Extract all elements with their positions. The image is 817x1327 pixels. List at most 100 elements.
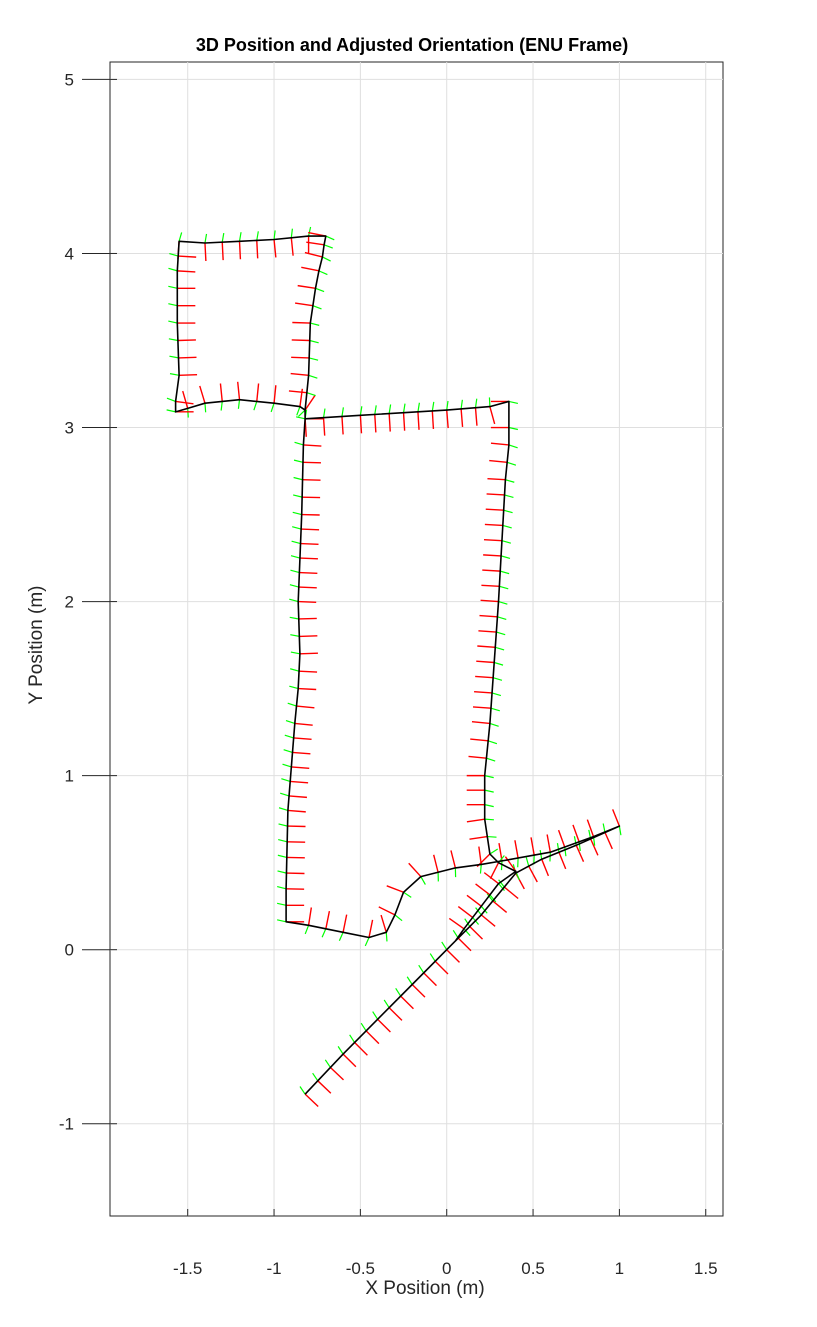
heading-marker [300, 542, 319, 545]
lateral-marker [463, 928, 471, 937]
heading-marker [492, 900, 508, 913]
lateral-marker [292, 511, 302, 516]
lateral-marker [385, 932, 388, 942]
lateral-marker [289, 584, 299, 588]
lateral-marker [501, 540, 512, 544]
heading-marker [476, 660, 495, 664]
axis-ticks: -1.5 -1 -0.5 0 0.5 1 1.5 -1 0 1 2 3 4 5 [59, 70, 718, 1278]
lateral-marker [291, 540, 301, 545]
lateral-marker [169, 373, 180, 376]
lateral-marker [278, 807, 289, 812]
heading-marker [612, 809, 621, 827]
heading-marker [480, 599, 499, 603]
lateral-marker [500, 555, 511, 559]
lateral-marker [293, 494, 303, 498]
lateral-marker [293, 459, 304, 463]
lateral-marker [486, 757, 496, 762]
lateral-marker [294, 441, 304, 446]
heading-marker [199, 385, 206, 404]
heading-marker [457, 906, 474, 919]
heading-marker [322, 417, 326, 436]
heading-marker [457, 937, 472, 952]
lateral-marker [280, 792, 290, 797]
heading-marker [448, 917, 465, 930]
lateral-marker [256, 231, 259, 241]
lateral-marker [321, 928, 327, 938]
lateral-marker [464, 918, 471, 927]
heading-marker [498, 843, 503, 862]
lateral-marker [277, 870, 287, 874]
heading-marker [408, 862, 422, 878]
lateral-marker [602, 823, 606, 833]
heading-marker [485, 508, 504, 511]
heading-marker [296, 705, 315, 709]
lateral-marker [204, 233, 208, 244]
heading-marker [477, 645, 496, 648]
heading-marker [478, 630, 497, 633]
heading-marker [604, 832, 613, 850]
lateral-marker [491, 692, 502, 697]
lateral-marker [276, 902, 287, 906]
heading-marker [299, 557, 318, 560]
x-tick-label: -1.5 [173, 1259, 202, 1278]
heading-marker [178, 356, 197, 359]
y-axis-label: Y Position (m) [26, 586, 47, 705]
heading-marker [541, 858, 550, 877]
heading-marker [298, 617, 317, 620]
lateral-marker [338, 932, 344, 941]
heading-marker [450, 850, 457, 869]
heading-marker [475, 675, 494, 679]
heading-marker [489, 459, 508, 464]
lateral-marker [277, 854, 287, 859]
heading-marker [299, 652, 318, 655]
lateral-marker [564, 846, 567, 857]
lateral-marker [270, 402, 275, 413]
lateral-marker [322, 408, 326, 418]
heading-marker [342, 914, 348, 933]
heading-marker [256, 383, 260, 402]
heading-marker [291, 339, 310, 342]
heading-marker [530, 837, 535, 856]
lateral-marker [429, 953, 436, 962]
heading-marker [306, 241, 325, 246]
lateral-marker [290, 569, 300, 574]
lateral-marker [489, 722, 499, 727]
lateral-marker [360, 1022, 367, 1032]
heading-marker [290, 780, 309, 784]
y-tick-label: 0 [65, 941, 74, 960]
lateral-marker [309, 339, 319, 344]
heading-marker [504, 856, 517, 872]
heading-marker [298, 600, 317, 603]
lateral-marker [337, 1046, 344, 1055]
lateral-marker [290, 634, 300, 637]
lateral-marker [364, 937, 370, 947]
heading-marker [341, 416, 344, 435]
lateral-marker [283, 749, 293, 754]
heading-marker [400, 995, 414, 1010]
heading-marker [221, 242, 224, 261]
lateral-marker [168, 320, 178, 324]
lateral-marker [498, 883, 505, 891]
lateral-marker [278, 823, 288, 827]
lateral-marker [276, 919, 287, 923]
lateral-marker [496, 631, 506, 636]
heading-marker [474, 407, 478, 426]
lateral-marker [500, 570, 510, 575]
lateral-marker [306, 392, 316, 397]
heading-marker [388, 1007, 403, 1021]
lateral-marker [287, 702, 297, 707]
lateral-marker [290, 555, 301, 559]
lateral-marker [166, 409, 176, 413]
lateral-marker [484, 804, 494, 808]
heading-marker [466, 818, 485, 823]
heading-marker [487, 478, 506, 481]
lateral-marker [299, 1086, 306, 1095]
lateral-marker [237, 399, 241, 409]
lateral-marker [383, 999, 390, 1009]
lateral-marker [490, 707, 500, 712]
lateral-marker [285, 719, 295, 724]
lateral-marker [273, 230, 276, 240]
lateral-marker [238, 232, 242, 242]
heading-marker [469, 925, 484, 940]
lateral-marker [418, 964, 425, 974]
